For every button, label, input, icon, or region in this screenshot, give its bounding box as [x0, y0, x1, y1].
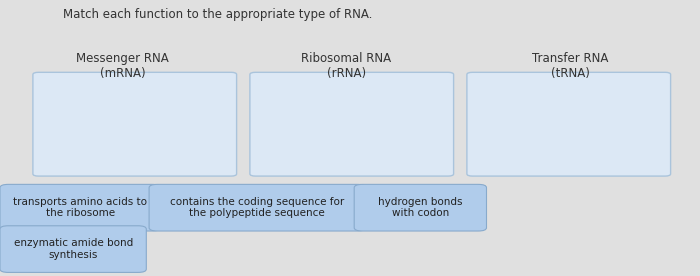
Text: transports amino acids to
the ribosome: transports amino acids to the ribosome — [13, 197, 147, 219]
Text: Ribosomal RNA
(rRNA): Ribosomal RNA (rRNA) — [302, 52, 391, 80]
Text: Transfer RNA
(tRNA): Transfer RNA (tRNA) — [532, 52, 609, 80]
Text: contains the coding sequence for
the polypeptide sequence: contains the coding sequence for the pol… — [170, 197, 344, 219]
FancyBboxPatch shape — [467, 72, 671, 176]
Text: Match each function to the appropriate type of RNA.: Match each function to the appropriate t… — [63, 8, 372, 21]
FancyBboxPatch shape — [250, 72, 454, 176]
Text: hydrogen bonds
with codon: hydrogen bonds with codon — [378, 197, 463, 219]
FancyBboxPatch shape — [354, 184, 486, 231]
FancyBboxPatch shape — [149, 184, 365, 231]
FancyBboxPatch shape — [33, 72, 237, 176]
FancyBboxPatch shape — [0, 226, 146, 272]
Text: Messenger RNA
(mRNA): Messenger RNA (mRNA) — [76, 52, 169, 80]
Text: enzymatic amide bond
synthesis: enzymatic amide bond synthesis — [13, 238, 133, 260]
FancyBboxPatch shape — [0, 184, 160, 231]
